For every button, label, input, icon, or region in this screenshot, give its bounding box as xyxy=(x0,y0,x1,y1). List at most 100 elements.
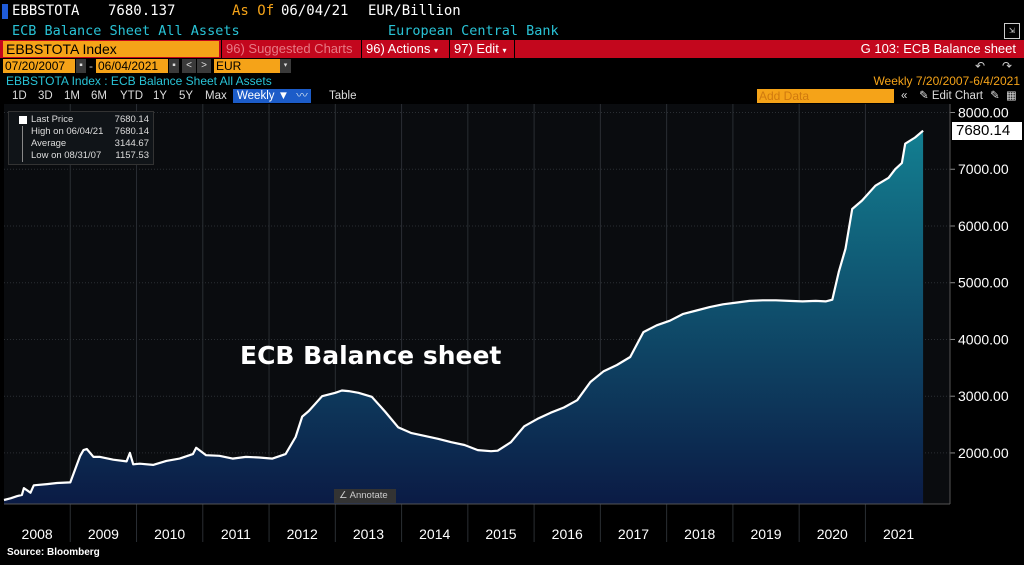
y-tick-label: 2000.00 xyxy=(958,445,1009,461)
chart-subtitle-row: EBBSTOTA Index : ECB Balance Sheet All A… xyxy=(0,74,1024,88)
line-chart-icon[interactable]: 〰 xyxy=(293,89,311,103)
x-tick-label: 2017 xyxy=(618,526,649,542)
start-date-field[interactable]: 07/20/2007 xyxy=(3,59,75,73)
source-name: European Central Bank xyxy=(388,23,559,39)
chart-id-label: G 103: ECB Balance sheet xyxy=(860,41,1016,56)
frequency-select[interactable]: Weekly ▼ xyxy=(233,89,294,103)
x-tick-label: 2020 xyxy=(817,526,848,542)
edit-chart-button[interactable]: ✎ Edit Chart xyxy=(919,89,983,103)
units: EUR/Billion xyxy=(368,3,461,19)
command-toolbar: EBBSTOTA Index 96) Suggested Charts 96) … xyxy=(0,40,1024,58)
legend-high-value: 7680.14 xyxy=(114,126,149,137)
index-field[interactable]: EBBSTOTA Index xyxy=(3,41,219,57)
currency-dropdown-icon[interactable]: ▾ xyxy=(280,59,291,73)
x-tick-label: 2015 xyxy=(485,526,516,542)
actions-caret-icon: ▾ xyxy=(433,46,438,55)
add-data-field[interactable]: Add Data xyxy=(757,89,894,103)
security-description: ECB Balance Sheet All Assets xyxy=(12,23,240,39)
legend-connector xyxy=(22,138,23,150)
chart-subtitle-right: Weekly 7/20/2007-6/4/2021 xyxy=(873,74,1020,88)
edit-label: 97) Edit xyxy=(454,41,499,56)
as-of-label: As Of xyxy=(232,3,275,19)
currency-select[interactable]: EUR xyxy=(214,59,280,73)
y-axis: 2000.00 3000.00 4000.00 5000.00 6000.00 7000.… xyxy=(950,105,1009,461)
legend-connector xyxy=(22,126,23,138)
actions-menu[interactable]: 96) Actions ▾ xyxy=(366,41,438,57)
y-tick-label: 6000.00 xyxy=(958,218,1009,234)
end-calendar-icon[interactable]: ▪ xyxy=(169,59,179,73)
prev-period-icon[interactable]: < xyxy=(182,59,196,73)
actions-label: 96) Actions xyxy=(366,41,431,56)
range-ytd[interactable]: YTD xyxy=(120,90,143,102)
security-header: EBBSTOTA 7680.137 As Of 06/04/21 EUR/Bil… xyxy=(0,0,1024,22)
y-tick-label: 8000.00 xyxy=(958,105,1009,121)
x-tick-label: 2009 xyxy=(88,526,119,542)
x-tick-label: 2012 xyxy=(287,526,318,542)
y-tick-label: 4000.00 xyxy=(958,331,1009,347)
x-tick-label: 2011 xyxy=(221,526,251,542)
range-6m[interactable]: 6M xyxy=(91,90,107,102)
description-row: ECB Balance Sheet All Assets European Ce… xyxy=(0,22,1024,40)
chart-subtitle-left: EBBSTOTA Index : ECB Balance Sheet All A… xyxy=(6,74,272,88)
ticker[interactable]: EBBSTOTA xyxy=(12,3,80,19)
settings-icon[interactable]: ▦ xyxy=(1006,90,1017,102)
undo-icon[interactable]: ↶ xyxy=(975,59,986,73)
x-tick-label: 2008 xyxy=(22,526,53,542)
redo-icon[interactable]: ↷ xyxy=(1002,59,1013,73)
series-area xyxy=(4,130,924,504)
legend-connector xyxy=(22,150,23,162)
range-3d[interactable]: 3D xyxy=(38,90,53,102)
range-1d[interactable]: 1D xyxy=(12,90,27,102)
pencil-icon: ✎ xyxy=(919,90,929,102)
x-tick-label: 2019 xyxy=(750,526,781,542)
edit-menu[interactable]: 97) Edit ▾ xyxy=(454,41,506,57)
series-line[interactable] xyxy=(3,129,924,502)
legend-avg-label: Average xyxy=(31,138,67,149)
edit-caret-icon: ▾ xyxy=(502,46,507,55)
edit-chart-label: Edit Chart xyxy=(931,90,983,102)
as-of-date: 06/04/21 xyxy=(281,3,349,19)
date-row: 07/20/2007 ▪ - 06/04/2021 ▪ < > EUR ▾ ↶ … xyxy=(0,58,1024,74)
x-axis: 2008 2009 2010 2011 2012 2013 2014 2015 2016 2017… xyxy=(22,526,915,542)
y-tick-label: 3000.00 xyxy=(958,388,1009,404)
legend-low-label: Low on 08/31/07 xyxy=(31,150,102,161)
date-dash: - xyxy=(89,59,93,73)
legend-high-label: High on 06/04/21 xyxy=(31,126,104,137)
legend-last-value: 7680.14 xyxy=(114,114,149,125)
balance-sheet-chart[interactable]: 2000.00 3000.00 4000.00 5000.00 6000.00 7000.… xyxy=(0,104,1024,565)
legend-swatch xyxy=(19,116,27,124)
x-tick-label: 2016 xyxy=(552,526,583,542)
table-button[interactable]: Table xyxy=(329,90,357,102)
expand-icon[interactable]: ⇲ xyxy=(1004,23,1020,39)
start-calendar-icon[interactable]: ▪ xyxy=(76,59,86,73)
legend-average: Average 3144.67 xyxy=(9,138,155,150)
legend-avg-value: 3144.67 xyxy=(114,138,149,149)
legend-last-price: Last Price 7680.14 xyxy=(9,114,155,126)
last-price: 7680.137 xyxy=(108,3,176,19)
range-max[interactable]: Max xyxy=(205,90,227,102)
last-value-tag: 7680.14 xyxy=(952,122,1022,140)
x-tick-label: 2010 xyxy=(154,526,185,542)
range-1m[interactable]: 1M xyxy=(64,90,80,102)
security-marker xyxy=(2,4,8,19)
legend-low: Low on 08/31/07 1157.53 xyxy=(9,150,155,162)
y-tick-label: 7000.00 xyxy=(958,161,1009,177)
y-tick-label: 5000.00 xyxy=(958,275,1009,291)
annotate-button[interactable]: ∠ Annotate xyxy=(334,489,396,503)
collapse-icon[interactable]: « xyxy=(901,90,908,102)
legend-last-label: Last Price xyxy=(31,114,74,125)
range-1y[interactable]: 1Y xyxy=(153,90,168,102)
legend-low-value: 1157.53 xyxy=(115,150,149,161)
suggested-charts-menu[interactable]: 96) Suggested Charts xyxy=(226,41,353,56)
pencil-tool-icon[interactable]: ✎ xyxy=(990,90,1000,102)
chart-legend[interactable]: Last Price 7680.14 High on 06/04/21 7680… xyxy=(8,111,154,165)
legend-high: High on 06/04/21 7680.14 xyxy=(9,126,155,138)
x-tick-label: 2021 xyxy=(883,526,914,542)
end-date-field[interactable]: 06/04/2021 xyxy=(96,59,168,73)
chart-overlay-title: ECB Balance sheet xyxy=(240,341,502,370)
x-tick-label: 2014 xyxy=(419,526,450,542)
next-period-icon[interactable]: > xyxy=(197,59,211,73)
annotate-icon: ∠ xyxy=(339,490,348,501)
range-5y[interactable]: 5Y xyxy=(179,90,194,102)
annotate-label: Annotate xyxy=(349,490,388,501)
